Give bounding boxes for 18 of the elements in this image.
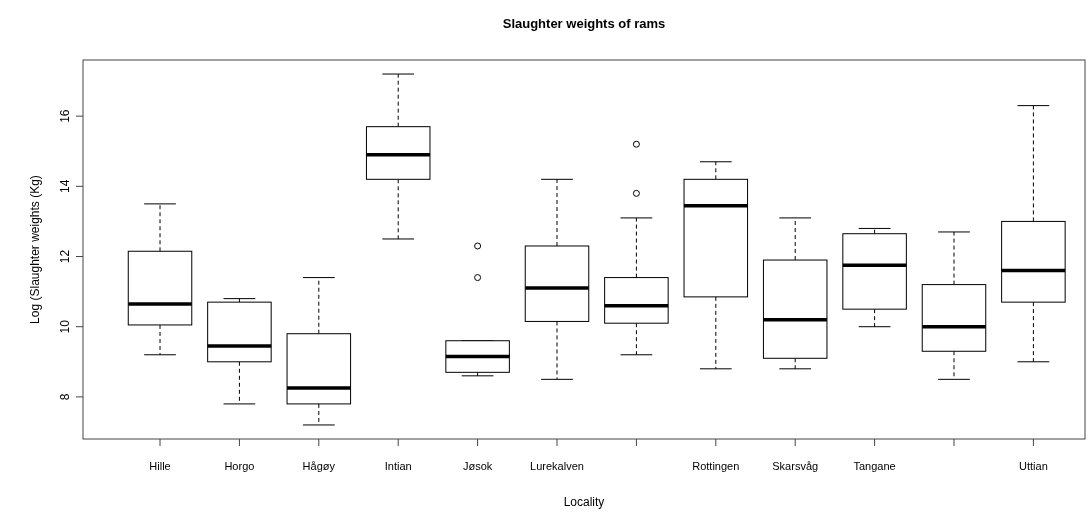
x-tick-label: Hille [149, 460, 171, 472]
x-tick-label: Uttian [1019, 460, 1048, 472]
x-tick-label: Lurekalven [530, 460, 584, 472]
y-tick-label: 10 [58, 319, 72, 334]
x-tick-label: Intian [384, 460, 412, 472]
y-axis-title: Log (Slaughter weights (Kg) [28, 175, 42, 324]
chart-title: Slaughter weights of rams [502, 16, 666, 31]
x-tick-label: Hågøy [302, 460, 336, 472]
x-axis-title: Locality [563, 495, 605, 509]
y-tick-label: 16 [58, 109, 72, 123]
x-tick-label: Rottingen [692, 460, 740, 472]
x-tick-label: Jøsok [462, 460, 493, 472]
y-tick-label: 14 [58, 179, 72, 194]
x-tick-label: Skarsvåg [772, 460, 819, 472]
x-tick-label: Horgo [224, 460, 255, 472]
y-tick-label: 12 [58, 249, 72, 264]
x-tick-label: Tangane [853, 460, 896, 472]
y-tick-label: 8 [58, 393, 72, 401]
